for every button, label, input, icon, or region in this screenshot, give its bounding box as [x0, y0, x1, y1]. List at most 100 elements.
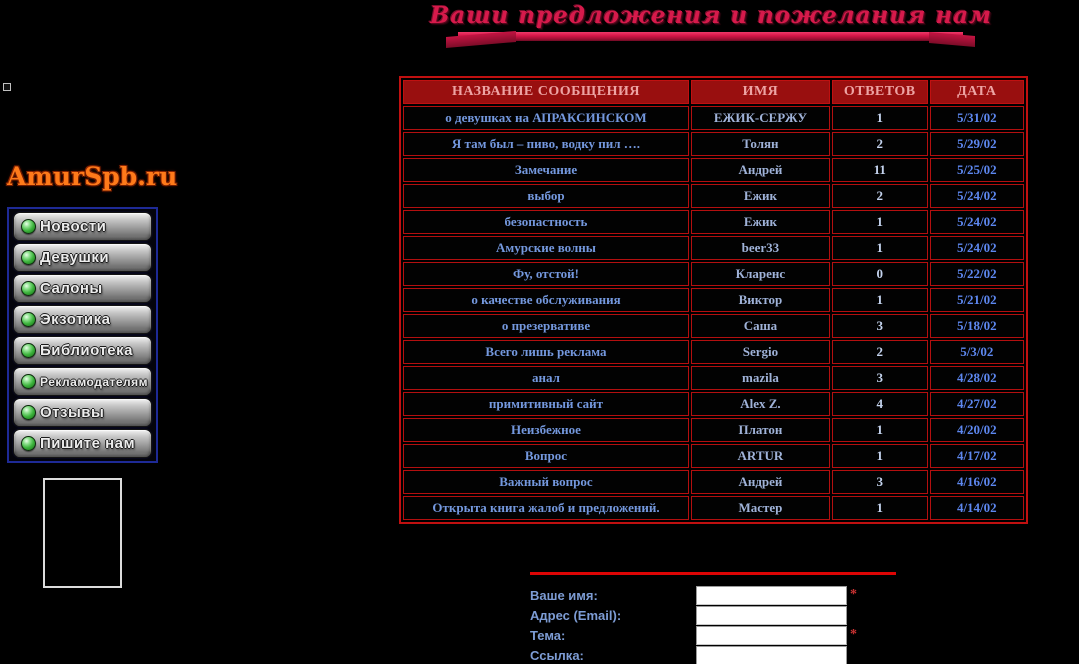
- message-author: Мастер: [690, 496, 830, 520]
- message-author: Виктор: [690, 288, 830, 312]
- table-row: Неизбежное Платон 1 4/20/02: [403, 418, 1024, 442]
- sidebar-item-label: Библиотека: [40, 342, 133, 359]
- message-title-link[interactable]: о качестве обслуживания: [403, 288, 689, 312]
- message-replies-count: 4: [831, 392, 928, 416]
- message-title-link[interactable]: безопастность: [403, 210, 689, 234]
- table-row: о девушках на АПРАКСИНСКОМ ЕЖИК-СЕРЖУ 1 5/3…: [403, 106, 1024, 130]
- message-author: Саша: [690, 314, 830, 338]
- sidebar-item-1[interactable]: Девушки: [13, 243, 152, 272]
- sidebar-item-4[interactable]: Библиотека: [13, 336, 152, 365]
- form-input-3[interactable]: [696, 645, 847, 664]
- message-title-link[interactable]: о девушках на АПРАКСИНСКОМ: [403, 106, 689, 130]
- led-icon: [21, 312, 36, 327]
- sidebar-item-6[interactable]: Отзывы: [13, 398, 152, 427]
- table-row: безопастность Ежик 1 5/24/02: [403, 210, 1024, 234]
- table-row: Открыта книга жалоб и предложений. Мастер…: [403, 496, 1024, 520]
- sidebar-item-2[interactable]: Салоны: [13, 274, 152, 303]
- message-author: Ежик: [690, 184, 830, 208]
- messages-table: НАЗВАНИЕ СООБЩЕНИЯ ИМЯ ОТВЕТОВ ДАТА о де…: [399, 76, 1028, 524]
- sidebar-menu: Новости Девушки Салоны Экзотика Библиотека Ре…: [7, 207, 158, 463]
- message-date: 4/28/02: [929, 366, 1024, 390]
- sidebar-item-0[interactable]: Новости: [13, 212, 152, 241]
- message-replies-count: 2: [831, 132, 928, 156]
- form-input-0[interactable]: [696, 585, 847, 605]
- required-asterisk: *: [850, 587, 857, 602]
- table-row: примитивный сайт Alex Z. 4 4/27/02: [403, 392, 1024, 416]
- message-title-link[interactable]: Фу, отстой!: [403, 262, 689, 286]
- led-icon: [21, 343, 36, 358]
- led-icon: [21, 219, 36, 234]
- message-title-link[interactable]: Открыта книга жалоб и предложений.: [403, 496, 689, 520]
- led-icon: [21, 405, 36, 420]
- message-date: 5/25/02: [929, 158, 1024, 182]
- sidebar-item-label: Салоны: [40, 280, 103, 297]
- message-date: 4/27/02: [929, 392, 1024, 416]
- message-title-link[interactable]: анал: [403, 366, 689, 390]
- message-replies-count: 1: [831, 288, 928, 312]
- ribbon-decoration: [458, 32, 963, 41]
- message-author: Андрей: [690, 158, 830, 182]
- message-replies-count: 1: [831, 418, 928, 442]
- message-title-link[interactable]: Замечание: [403, 158, 689, 182]
- led-icon: [21, 374, 36, 389]
- message-replies-count: 1: [831, 106, 928, 130]
- table-header-row: НАЗВАНИЕ СООБЩЕНИЯ ИМЯ ОТВЕТОВ ДАТА: [403, 80, 1024, 104]
- page-title: Ваши предложения и пожелания нам: [429, 2, 992, 29]
- message-author: Толян: [690, 132, 830, 156]
- message-title-link[interactable]: Неизбежное: [403, 418, 689, 442]
- message-replies-count: 3: [831, 470, 928, 494]
- message-date: 5/21/02: [929, 288, 1024, 312]
- message-date: 4/17/02: [929, 444, 1024, 468]
- message-date: 4/14/02: [929, 496, 1024, 520]
- message-author: Ежик: [690, 210, 830, 234]
- message-title-link[interactable]: выбор: [403, 184, 689, 208]
- form-label: Тема:: [530, 627, 566, 643]
- message-replies-count: 1: [831, 210, 928, 234]
- table-row: анал mazila 3 4/28/02: [403, 366, 1024, 390]
- message-title-link[interactable]: Я там был – пиво, водку пил ….: [403, 132, 689, 156]
- sidebar-item-5[interactable]: Рекламодателям: [13, 367, 152, 396]
- form-input-2[interactable]: [696, 625, 847, 645]
- message-author: Кларенс: [690, 262, 830, 286]
- message-author: Alex Z.: [690, 392, 830, 416]
- message-author: ARTUR: [690, 444, 830, 468]
- form-row: Адрес (Email):: [530, 605, 950, 625]
- led-icon: [21, 281, 36, 296]
- message-title-link[interactable]: Важный вопрос: [403, 470, 689, 494]
- table-row: о презервативе Саша 3 5/18/02: [403, 314, 1024, 338]
- message-replies-count: 1: [831, 496, 928, 520]
- table-row: выбор Ежик 2 5/24/02: [403, 184, 1024, 208]
- message-replies-count: 2: [831, 340, 928, 364]
- col-header-date: ДАТА: [929, 80, 1024, 104]
- form-row: Ссылка:: [530, 645, 950, 664]
- message-date: 5/18/02: [929, 314, 1024, 338]
- form-row: Тема: *: [530, 625, 950, 645]
- message-date: 5/24/02: [929, 210, 1024, 234]
- table-row: Важный вопрос Андрей 3 4/16/02: [403, 470, 1024, 494]
- message-date: 5/31/02: [929, 106, 1024, 130]
- form-label: Ссылка:: [530, 647, 584, 663]
- message-title-link[interactable]: примитивный сайт: [403, 392, 689, 416]
- col-header-replies: ОТВЕТОВ: [831, 80, 928, 104]
- broken-image-icon: [3, 83, 11, 91]
- col-header-name: ИМЯ: [690, 80, 830, 104]
- message-date: 5/24/02: [929, 184, 1024, 208]
- message-author: Андрей: [690, 470, 830, 494]
- message-replies-count: 11: [831, 158, 928, 182]
- sidebar-item-3[interactable]: Экзотика: [13, 305, 152, 334]
- empty-banner-placeholder: [43, 478, 122, 588]
- message-date: 5/29/02: [929, 132, 1024, 156]
- message-title-link[interactable]: Всего лишь реклама: [403, 340, 689, 364]
- message-title-link[interactable]: Амурские волны: [403, 236, 689, 260]
- message-date: 4/16/02: [929, 470, 1024, 494]
- message-author: mazila: [690, 366, 830, 390]
- form-input-1[interactable]: [696, 605, 847, 625]
- sidebar-item-label: Пишите нам: [40, 435, 136, 452]
- site-logo: AmurSpb.ru: [7, 162, 178, 191]
- form-row: Ваше имя: *: [530, 585, 950, 605]
- message-title-link[interactable]: о презервативе: [403, 314, 689, 338]
- sidebar-item-7[interactable]: Пишите нам: [13, 429, 152, 458]
- message-date: 4/20/02: [929, 418, 1024, 442]
- form-divider: [530, 572, 896, 575]
- message-title-link[interactable]: Вопрос: [403, 444, 689, 468]
